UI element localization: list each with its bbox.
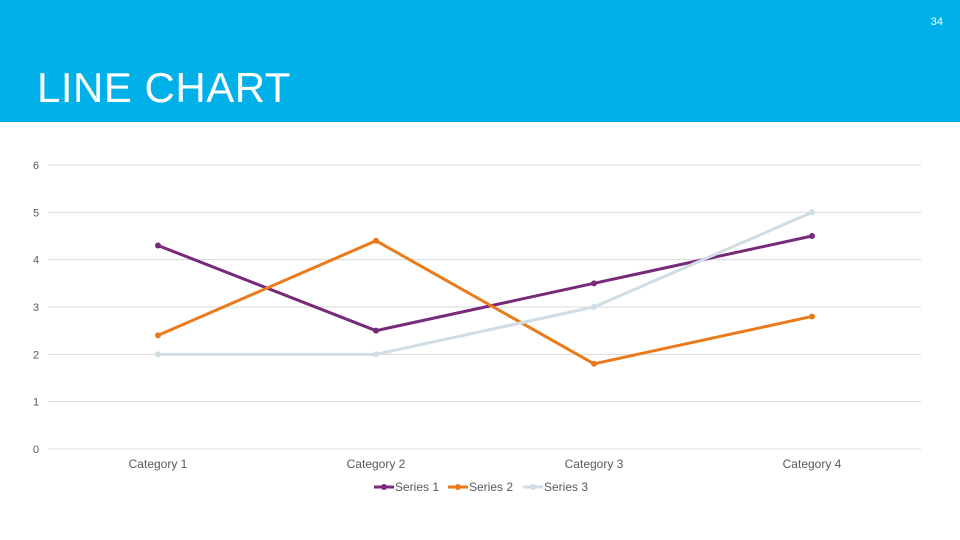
title-banner: 34 LINE CHART [0,0,960,122]
y-tick-label: 2 [33,349,39,361]
series-point [809,209,815,216]
slide-title: LINE CHART [37,64,291,111]
y-tick-label: 4 [33,255,39,267]
x-tick-label: Category 3 [565,457,624,471]
x-tick-label: Category 4 [783,457,842,471]
series-point [809,233,815,239]
series-line [157,239,813,366]
legend-marker [530,484,536,490]
series-point [373,327,379,334]
x-tick-label: Category 1 [129,457,188,471]
legend-label: Series 3 [544,480,588,494]
series-point [155,332,161,339]
legend-label: Series 2 [469,480,513,494]
y-tick-label: 5 [33,207,39,219]
series-line [158,210,813,356]
series-line [157,234,813,333]
slide-number: 34 [930,16,943,28]
series-point [373,351,379,358]
legend-marker [455,484,461,490]
series-point [155,242,161,249]
line-chart: 0 1 2 3 4 5 6 Category 1 Category 2 Category 3 Cat… [33,160,921,494]
series-point [809,313,815,320]
y-tick-label: 1 [33,397,39,409]
series-point [155,351,161,358]
legend-label: Series 1 [395,480,439,494]
series-point [591,304,597,310]
series-point [373,237,379,244]
y-tick-label: 3 [33,302,39,314]
y-tick-label: 6 [33,160,39,172]
y-tick-label: 0 [33,444,39,456]
x-tick-label: Category 2 [347,457,406,471]
legend-marker [381,484,387,490]
series-point [591,360,597,367]
series-point [591,280,597,287]
